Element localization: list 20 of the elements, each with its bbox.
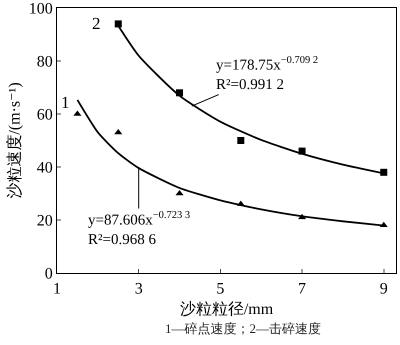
- annotation: 2: [92, 14, 100, 33]
- x-tick-label: 7: [298, 280, 306, 298]
- x-tick-label: 9: [380, 280, 388, 298]
- y-tick-label: 60: [36, 106, 53, 124]
- annotation: 1: [61, 93, 70, 112]
- text: 1—碎点速度；2—击碎速度: [165, 321, 321, 336]
- point: [237, 137, 244, 144]
- x-tick-label: 1: [53, 280, 61, 298]
- x-tick-label: 3: [134, 280, 143, 298]
- y-tick-label: 80: [36, 54, 53, 71]
- annotation: y=87.606x$^{−0.723 3}$ R²=0.968 6: [88, 210, 190, 248]
- point: [114, 20, 122, 28]
- y-tick-label: 20: [36, 212, 53, 230]
- y-axis-title: 沙粒速度/(m·s⁻¹): [6, 82, 24, 199]
- y-tick-label: 0: [44, 266, 53, 283]
- y-tick-label: 100: [28, 0, 53, 18]
- y-tick-label: 40: [36, 160, 53, 177]
- annotation: y=178.75x$^{−0.709 2}$ R²=0.991 2: [216, 55, 318, 93]
- x-axis-title: 沙粒粒径/mm: [180, 300, 274, 318]
- x-tick-label: 5: [216, 280, 224, 298]
